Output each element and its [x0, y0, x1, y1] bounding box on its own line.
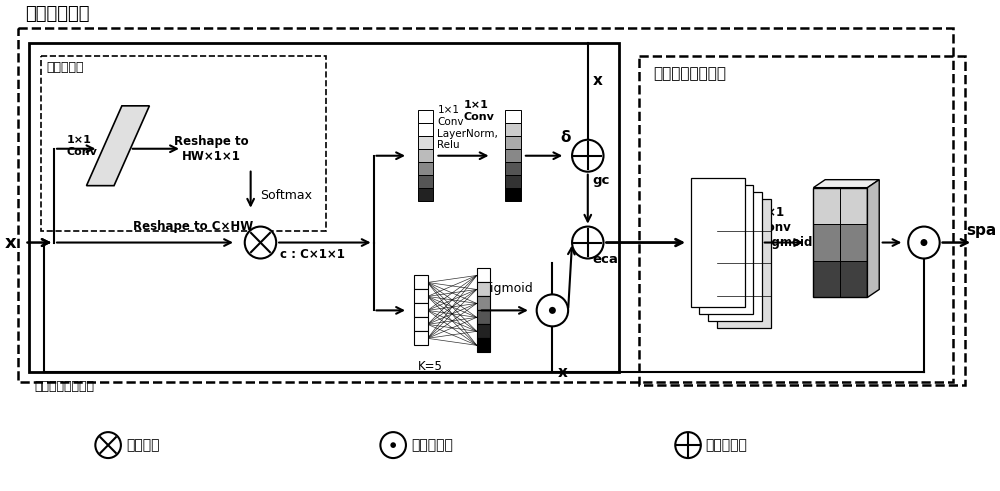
Text: Softmax: Softmax: [260, 189, 312, 202]
Bar: [418, 188, 433, 201]
Polygon shape: [708, 191, 762, 322]
Bar: [18, 28, 953, 382]
Bar: [41, 56, 326, 231]
Text: c : C×1×1: c : C×1×1: [280, 247, 345, 261]
Polygon shape: [813, 180, 879, 188]
Bar: [505, 136, 521, 149]
Text: δ: δ: [560, 130, 571, 145]
Bar: [414, 275, 428, 289]
Bar: [639, 56, 965, 385]
Bar: [813, 224, 867, 261]
Polygon shape: [691, 178, 745, 307]
Text: gc: gc: [593, 174, 610, 187]
Text: x: x: [5, 234, 17, 251]
Circle shape: [537, 295, 568, 327]
Bar: [505, 162, 521, 175]
Text: 上下文建模: 上下文建模: [46, 61, 84, 74]
Text: 全局上下文块: 全局上下文块: [26, 5, 90, 23]
Text: 逐像素相乘: 逐像素相乘: [411, 438, 453, 452]
Text: Reshape to
HW×1×1: Reshape to HW×1×1: [174, 135, 249, 163]
Bar: [414, 289, 428, 303]
Text: 1×1
Conv
Sigmoid: 1×1 Conv Sigmoid: [759, 206, 812, 249]
Text: Sigmoid: Sigmoid: [482, 282, 532, 296]
Text: 逐像素相加: 逐像素相加: [706, 438, 748, 452]
Circle shape: [380, 432, 406, 458]
Text: x: x: [557, 365, 567, 380]
Bar: [418, 110, 433, 123]
Text: 矩阵乘法: 矩阵乘法: [126, 438, 159, 452]
Bar: [813, 188, 867, 224]
Bar: [505, 123, 521, 136]
Bar: [418, 162, 433, 175]
Bar: [505, 110, 521, 123]
Text: eca: eca: [593, 252, 619, 266]
Text: 简化像素注意力块: 简化像素注意力块: [654, 66, 727, 81]
Bar: [477, 325, 490, 338]
Bar: [477, 297, 490, 310]
Bar: [813, 188, 867, 298]
Bar: [418, 175, 433, 188]
Bar: [418, 149, 433, 162]
Circle shape: [95, 432, 121, 458]
Bar: [29, 43, 619, 372]
Polygon shape: [699, 185, 753, 314]
Circle shape: [549, 307, 556, 314]
Bar: [418, 136, 433, 149]
Text: 1×1
Conv: 1×1 Conv: [464, 100, 495, 122]
Bar: [414, 317, 428, 331]
Circle shape: [390, 442, 396, 448]
Bar: [505, 188, 521, 201]
Polygon shape: [717, 199, 771, 328]
Text: 1×1
Conv
LayerNorm,
Relu: 1×1 Conv LayerNorm, Relu: [437, 106, 498, 150]
Circle shape: [245, 226, 276, 258]
Text: 1×1
Conv: 1×1 Conv: [67, 135, 98, 157]
Bar: [477, 282, 490, 297]
Bar: [418, 123, 433, 136]
Bar: [477, 338, 490, 353]
Bar: [414, 331, 428, 345]
Bar: [505, 175, 521, 188]
Text: spa: spa: [966, 222, 996, 238]
Circle shape: [572, 140, 604, 172]
Text: Reshape to C×HW: Reshape to C×HW: [133, 219, 253, 233]
Bar: [813, 261, 867, 298]
Circle shape: [920, 239, 927, 246]
Polygon shape: [867, 180, 879, 298]
Text: x: x: [593, 73, 603, 88]
Text: K=5: K=5: [418, 360, 443, 373]
Bar: [505, 149, 521, 162]
Bar: [477, 269, 490, 282]
Circle shape: [675, 432, 701, 458]
Circle shape: [908, 226, 940, 258]
Bar: [414, 303, 428, 317]
Bar: [477, 310, 490, 325]
Polygon shape: [86, 106, 149, 186]
Text: 高效通道注意力块: 高效通道注意力块: [34, 380, 94, 393]
Circle shape: [572, 226, 604, 258]
